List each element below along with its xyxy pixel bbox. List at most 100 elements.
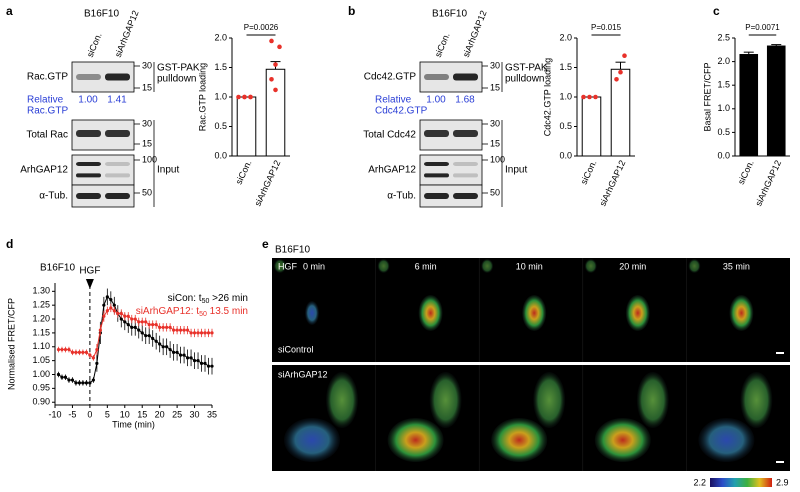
cell <box>274 259 286 273</box>
data-point <box>199 331 204 335</box>
band <box>105 193 130 199</box>
data-point <box>175 350 179 354</box>
x-tick-label: 0 <box>87 409 92 419</box>
cell <box>688 259 701 273</box>
chart-title: B16F10 <box>40 263 75 274</box>
mw-marker: 30 <box>490 118 500 128</box>
group-label: pulldown <box>157 74 196 85</box>
cell <box>740 372 773 428</box>
relative-label: Cdc42.GTP <box>375 106 428 117</box>
band <box>424 193 449 199</box>
legend-name: siArhGAP12 <box>136 306 191 317</box>
mw-marker: 100 <box>142 154 157 164</box>
data-point <box>151 336 155 341</box>
mw-marker: 30 <box>142 118 152 128</box>
data-point <box>81 350 85 354</box>
data-point <box>123 314 127 318</box>
data-point <box>126 322 130 327</box>
y-axis-label: Basal FRET/CFP <box>702 62 712 131</box>
band <box>105 73 130 81</box>
y-tick-label: 0.90 <box>32 397 50 407</box>
row-label: α-Tub. <box>39 191 68 202</box>
data-point <box>144 320 148 324</box>
panel-label: e <box>262 237 269 251</box>
data-point <box>67 347 71 352</box>
cell <box>305 301 319 325</box>
y-tick-label: 1.00 <box>32 369 50 379</box>
data-point <box>133 317 137 321</box>
data-point <box>192 331 197 335</box>
data-point <box>236 94 241 100</box>
x-tick-label: 5 <box>105 409 110 419</box>
data-point <box>130 325 134 329</box>
time-label: 6 min <box>415 261 437 271</box>
bar <box>236 96 257 157</box>
data-point <box>161 345 165 349</box>
band <box>424 162 449 166</box>
mw-marker: 15 <box>142 138 152 148</box>
p-value: P=0.0026 <box>244 23 279 32</box>
data-point <box>206 364 211 368</box>
legend-text: : t <box>193 293 202 304</box>
y-tick-label: 1.0 <box>717 103 730 113</box>
group-label: Input <box>505 165 527 176</box>
mw-marker: 15 <box>142 82 152 92</box>
cell <box>429 372 462 428</box>
group-label: pulldown <box>505 74 544 85</box>
data-point <box>199 361 204 366</box>
data-point <box>70 350 75 354</box>
time-label: 10 min <box>516 261 543 271</box>
bar <box>265 68 286 157</box>
data-point <box>165 325 169 329</box>
row-label: ArhGAP12 <box>20 165 68 176</box>
x-tick-label: -5 <box>68 409 76 419</box>
data-point <box>88 353 92 357</box>
data-point <box>185 328 190 332</box>
legend-text: >26 min <box>209 293 248 304</box>
data-point <box>56 347 61 352</box>
data-point <box>60 347 64 352</box>
mw-marker: 30 <box>142 60 152 70</box>
y-axis-label: Rac.GTP loading <box>197 63 207 131</box>
data-point <box>161 325 165 329</box>
data-point <box>151 322 155 327</box>
y-tick-label: 0.95 <box>32 383 50 393</box>
data-point <box>123 320 127 324</box>
cell <box>698 418 755 462</box>
y-tick-label: 1.0 <box>214 91 227 101</box>
data-point <box>56 372 61 377</box>
legend-text: 13.5 min <box>207 306 248 317</box>
y-tick-label: 1.30 <box>32 286 50 296</box>
data-point <box>105 295 109 299</box>
cell <box>387 418 444 462</box>
data-point <box>98 328 102 332</box>
data-point <box>74 350 78 354</box>
data-point <box>95 347 99 352</box>
data-point <box>67 378 71 382</box>
cell <box>326 372 358 428</box>
data-point <box>140 320 144 324</box>
data-point <box>91 356 95 360</box>
data-point <box>175 328 179 332</box>
x-tick-label: siCon. <box>579 159 599 186</box>
band <box>76 173 101 178</box>
y-tick-label: 1.5 <box>717 80 730 90</box>
group-label: GST-PAK <box>157 63 200 74</box>
y-axis-label: Cdc42.GTP loading <box>542 58 552 136</box>
data-point <box>102 314 106 318</box>
data-point <box>74 381 78 385</box>
band <box>424 173 449 178</box>
data-point <box>81 381 85 385</box>
time-label: 20 min <box>619 261 646 271</box>
band <box>424 130 449 137</box>
x-tick-label: siArhGAP12 <box>753 159 783 208</box>
x-axis-label: Time (min) <box>112 419 155 429</box>
x-tick-label: siArhGAP12 <box>252 159 282 208</box>
cell-line: B16F10 <box>84 9 119 20</box>
data-point <box>133 325 137 329</box>
y-tick-label: 2.0 <box>717 56 730 66</box>
band <box>453 173 478 178</box>
y-tick-label: 2.0 <box>214 32 227 42</box>
panel-label: c <box>713 4 720 18</box>
